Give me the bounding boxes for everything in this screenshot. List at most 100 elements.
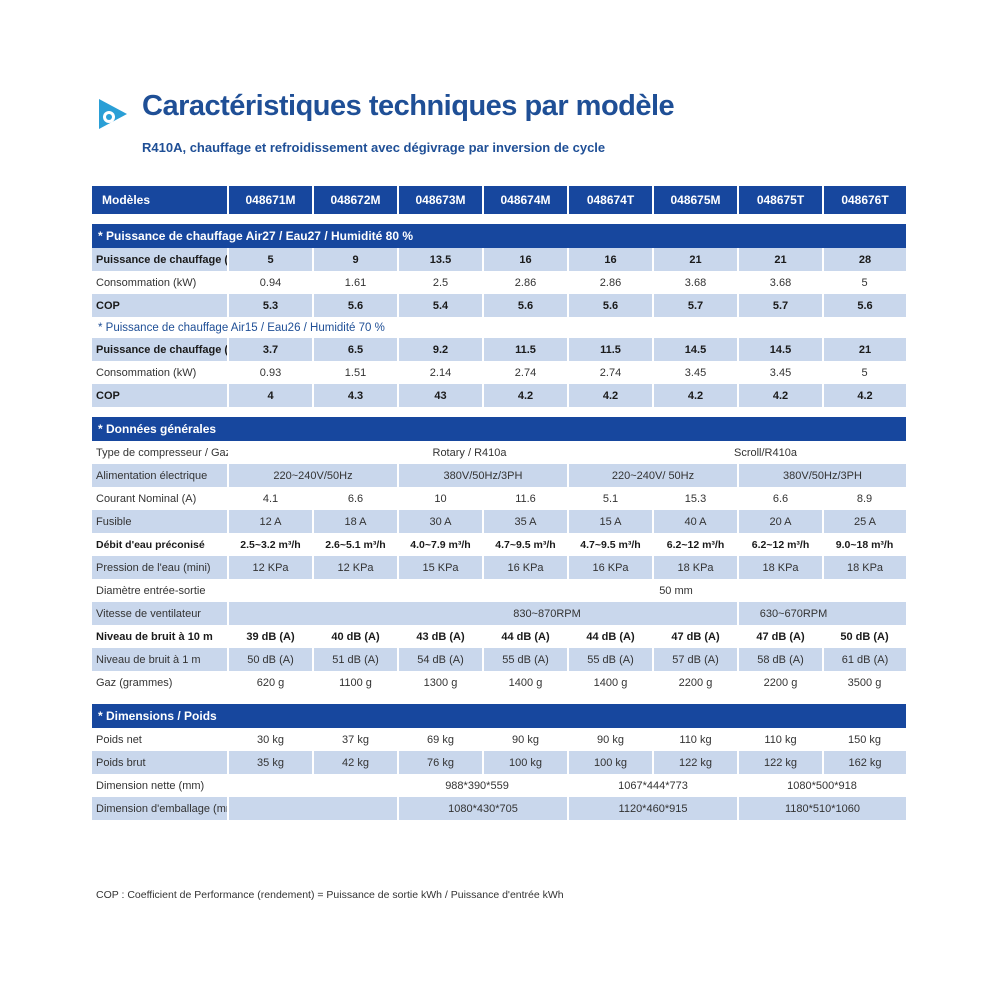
section-header-dimensions: * Dimensions / Poids — [92, 704, 906, 728]
cell: 3.68 — [684, 276, 707, 289]
table-row: Courant Nominal (A) 4.1 6.6 10 11.6 5.1 … — [92, 487, 906, 510]
table-row: Diamètre entrée-sortie 50 mm — [92, 579, 906, 602]
row-label: Dimension d'emballage (mm) — [92, 797, 228, 820]
cell: 1100 g — [339, 676, 372, 689]
table-row: Niveau de bruit à 1 m 50 dB (A) 51 dB (A… — [92, 648, 906, 671]
cell: 122 kg — [652, 751, 738, 774]
row-label: Puissance de chauffage (kW) — [92, 248, 228, 271]
cell: 6.2~12 m³/h — [666, 538, 725, 551]
cell: 4.0~7.9 m³/h — [410, 538, 471, 551]
cell: 6.2~12 m³/h — [751, 538, 810, 551]
cell: 55 dB (A) — [482, 648, 568, 671]
cell: 35 A — [482, 510, 568, 533]
cell: 4.3 — [312, 384, 398, 407]
cell: 5.6 — [822, 294, 906, 317]
cell: 100 kg — [567, 751, 653, 774]
cell: 21 — [652, 248, 738, 271]
cell: 6.6 — [772, 492, 789, 505]
cell: 10 — [434, 492, 447, 505]
model-header: 048675T — [737, 186, 823, 214]
row-label: Pression de l'eau (mini) — [92, 556, 228, 579]
cell: 2.5 — [432, 276, 449, 289]
cell: 2.86 — [514, 276, 537, 289]
cell: 51 dB (A) — [312, 648, 398, 671]
cell: 2.74 — [599, 366, 622, 379]
cell: 4.7~9.5 m³/h — [495, 538, 556, 551]
cell: Rotary / R410a — [432, 446, 507, 459]
row-label: Dimension nette (mm) — [96, 779, 205, 792]
model-header: 048676T — [822, 186, 906, 214]
cell: 12 KPa — [312, 556, 398, 579]
cell: 1400 g — [508, 676, 543, 689]
cell: 47 dB (A) — [756, 630, 805, 643]
cell: 6.5 — [312, 338, 398, 361]
cell: 5.3 — [227, 294, 313, 317]
cell: 5 — [861, 366, 868, 379]
cell: 47 dB (A) — [671, 630, 720, 643]
footnote: COP : Coefficient de Performance (rendem… — [96, 889, 564, 901]
cell: 5.6 — [312, 294, 398, 317]
cell: 4.2 — [737, 384, 823, 407]
cell: 220~240V/ 50Hz — [567, 464, 738, 487]
cell: 16 — [482, 248, 568, 271]
cell: 2.5~3.2 m³/h — [240, 538, 301, 551]
cell: 11.5 — [482, 338, 568, 361]
row-label: COP — [92, 384, 228, 407]
cell: 5.6 — [482, 294, 568, 317]
cell: 50 dB (A) — [840, 630, 889, 643]
table-row: Dimension nette (mm) 988*390*559 1067*44… — [92, 774, 906, 797]
cell: 44 dB (A) — [501, 630, 550, 643]
cell: 40 dB (A) — [331, 630, 380, 643]
cell: 15 A — [567, 510, 653, 533]
cell: 40 A — [652, 510, 738, 533]
page-title: Caractéristiques techniques par modèle — [142, 90, 675, 122]
subsection-header-heating-b: * Puissance de chauffage Air15 / Eau26 /… — [92, 317, 906, 338]
cell: 1180*510*1060 — [737, 797, 906, 820]
cell: 69 kg — [427, 733, 454, 746]
table-row: Dimension d'emballage (mm) 1080*430*705 … — [92, 797, 906, 820]
cell: 4.2 — [652, 384, 738, 407]
model-header: 048674M — [482, 186, 568, 214]
cell: 110 kg — [679, 733, 712, 746]
table-row: Niveau de bruit à 10 m 39 dB (A) 40 dB (… — [92, 625, 906, 648]
cell: 4.2 — [482, 384, 568, 407]
cell: 122 kg — [737, 751, 823, 774]
section-title: * Puissance de chauffage Air27 / Eau27 /… — [92, 224, 906, 248]
cell: 3.45 — [684, 366, 707, 379]
cell: 620 g — [256, 676, 285, 689]
row-label: Puissance de chauffage (kW) — [92, 338, 228, 361]
cell: 90 kg — [512, 733, 539, 746]
cell: 162 kg — [822, 751, 906, 774]
table-row: Alimentation électrique 220~240V/50Hz 38… — [92, 464, 906, 487]
cell: 380V/50Hz/3PH — [397, 464, 568, 487]
cell: 14.5 — [652, 338, 738, 361]
table-row: COP 4 4.3 43 4.2 4.2 4.2 4.2 4.2 — [92, 384, 906, 407]
cell: 11.6 — [515, 492, 536, 505]
cell: 2200 g — [678, 676, 713, 689]
cell: 9.2 — [397, 338, 483, 361]
cell: 3500 g — [847, 676, 882, 689]
row-label: Vitesse de ventilateur — [92, 602, 228, 625]
row-label: Débit d'eau préconisé — [96, 538, 205, 551]
cell: 2200 g — [763, 676, 798, 689]
cell: 30 kg — [257, 733, 284, 746]
table-row: Poids net 30 kg 37 kg 69 kg 90 kg 90 kg … — [92, 728, 906, 751]
cell: 18 KPa — [737, 556, 823, 579]
cell: 18 KPa — [822, 556, 906, 579]
section-header-general: * Données générales — [92, 417, 906, 441]
cell: 380V/50Hz/3PH — [737, 464, 906, 487]
cell: 16 KPa — [482, 556, 568, 579]
cell: 5.7 — [737, 294, 823, 317]
cell: 28 — [822, 248, 906, 271]
cell: 20 A — [737, 510, 823, 533]
row-label: Niveau de bruit à 1 m — [92, 648, 228, 671]
row-label: COP — [92, 294, 228, 317]
cell — [227, 797, 398, 820]
row-label: Alimentation électrique — [92, 464, 228, 487]
cell: 830~870RPM — [227, 602, 738, 625]
row-label: Courant Nominal (A) — [96, 492, 197, 505]
section-header-heating-a: * Puissance de chauffage Air27 / Eau27 /… — [92, 224, 906, 248]
cell: 25 A — [822, 510, 906, 533]
cell: 21 — [822, 338, 906, 361]
cell: 39 dB (A) — [246, 630, 295, 643]
